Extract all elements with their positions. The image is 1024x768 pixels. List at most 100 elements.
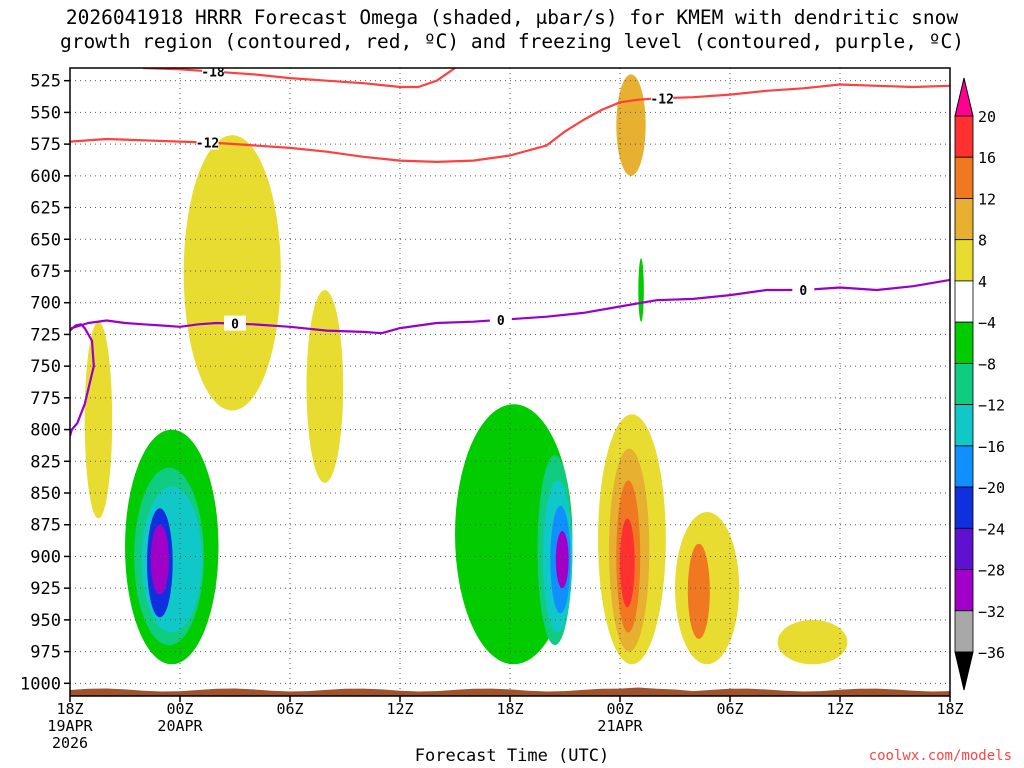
colorbar-swatch-2 bbox=[954, 156, 974, 199]
y-tick-label-15: 900 bbox=[30, 547, 61, 567]
y-tick-label-11: 800 bbox=[30, 421, 61, 441]
colorbar-swatch-6 bbox=[954, 321, 974, 364]
colorbar-label-5: −4 bbox=[978, 314, 996, 332]
colorbar: 20 16 12 8 4 −4 −8 −12 −16 −20 −24 −28 −32 −36 bbox=[954, 77, 1005, 691]
freezing-label-a-bg bbox=[224, 315, 246, 331]
colorbar-label-6: −8 bbox=[978, 355, 996, 373]
freezing-label-c: 0 bbox=[799, 284, 807, 299]
colorbar-swatch-3 bbox=[954, 198, 974, 241]
y-tick-label-10: 775 bbox=[30, 389, 61, 409]
y-tick-label-9: 750 bbox=[30, 357, 61, 377]
omega-region-21 bbox=[638, 258, 644, 322]
freezing-level-contour bbox=[70, 278, 950, 437]
colorbar-label-3: 8 bbox=[978, 232, 987, 250]
y-tick-label-1: 550 bbox=[30, 103, 61, 123]
freezing-label-c-bg bbox=[792, 282, 815, 298]
y-tick-label-4: 625 bbox=[30, 199, 61, 219]
y-tick-label-0: 525 bbox=[30, 72, 61, 92]
x-tick-label-1-1: 20APR bbox=[157, 717, 203, 735]
x-tick-label-1-0: 00Z bbox=[166, 700, 193, 718]
colorbar-swatch-9 bbox=[954, 445, 974, 488]
omega-region-1 bbox=[84, 321, 113, 519]
colorbar-label-0: 20 bbox=[978, 108, 996, 126]
omega-region-6 bbox=[620, 518, 635, 608]
omega-fills bbox=[84, 74, 848, 665]
colorbar-swatch-5 bbox=[954, 280, 974, 323]
y-tick-label-16: 925 bbox=[30, 579, 61, 599]
x-tick-label-7-0: 12Z bbox=[826, 700, 853, 718]
colorbar-swatch-11 bbox=[954, 527, 974, 570]
colorbar-swatch-8 bbox=[954, 404, 974, 447]
contour-lines: -12 -12 -18 0 0 0 bbox=[70, 66, 950, 437]
y-axis-ticks: 525 550 575 600 625 650 675 700 725 750 775 800 825 8… bbox=[20, 72, 70, 694]
colorbar-bottom-arrow bbox=[954, 651, 974, 691]
x-tick-label-3-0: 12Z bbox=[386, 700, 413, 718]
dgz-label-0a-bg bbox=[196, 134, 219, 150]
colorbar-swatch-7 bbox=[954, 362, 974, 406]
y-tick-label-7: 700 bbox=[30, 294, 61, 314]
y-tick-label-6: 675 bbox=[30, 262, 61, 282]
dgz-label-1-bg bbox=[202, 68, 224, 79]
omega-region-2 bbox=[306, 290, 344, 483]
terrain-band bbox=[70, 687, 950, 696]
colorbar-label-2: 12 bbox=[978, 190, 996, 208]
colorbar-swatch-4 bbox=[954, 239, 974, 282]
x-tick-label-5-0: 00Z bbox=[606, 700, 633, 718]
freezing-label-b: 0 bbox=[497, 314, 505, 329]
y-tick-label-2: 575 bbox=[30, 135, 61, 155]
chart-title: 2026041918 HRRR Forecast Omega (shaded, … bbox=[0, 6, 1024, 54]
dgz-label-0b: -12 bbox=[650, 92, 673, 107]
y-tick-label-12: 825 bbox=[30, 452, 61, 472]
chart-title-line-1: 2026041918 HRRR Forecast Omega (shaded, … bbox=[65, 6, 959, 29]
colorbar-label-7: −12 bbox=[978, 397, 1005, 415]
grid-lines bbox=[70, 68, 950, 696]
colorbar-swatch-13 bbox=[954, 610, 974, 653]
x-tick-label-8-0: 18Z bbox=[936, 700, 963, 718]
colorbar-label-9: −20 bbox=[978, 479, 1005, 497]
omega-region-9 bbox=[777, 619, 848, 665]
x-tick-label-6-0: 06Z bbox=[716, 700, 743, 718]
x-tick-label-4-0: 18Z bbox=[496, 700, 523, 718]
x-tick-label-0-0: 18Z bbox=[56, 700, 83, 718]
y-tick-label-13: 850 bbox=[30, 484, 61, 504]
dgz-label-0b-bg bbox=[651, 90, 674, 106]
colorbar-label-1: 16 bbox=[978, 149, 996, 167]
colorbar-label-11: −28 bbox=[978, 562, 1005, 580]
freezing-label-b-bg bbox=[489, 311, 512, 327]
y-tick-label-18: 975 bbox=[30, 643, 61, 663]
colorbar-label-4: 4 bbox=[978, 273, 987, 291]
x-tick-label-0-1: 19APR bbox=[47, 717, 93, 735]
y-tick-label-3: 600 bbox=[30, 167, 61, 187]
omega-region-20 bbox=[555, 531, 569, 589]
y-tick-label-14: 875 bbox=[30, 516, 61, 536]
colorbar-label-13: −36 bbox=[978, 644, 1005, 662]
x-tick-label-5-1: 21APR bbox=[597, 717, 643, 735]
freezing-label-a: 0 bbox=[231, 318, 239, 333]
colorbar-label-8: −16 bbox=[978, 438, 1005, 456]
x-tick-label-0-2: 2026 bbox=[52, 734, 88, 752]
omega-region-0 bbox=[183, 135, 281, 411]
colorbar-swatch-12 bbox=[954, 569, 974, 612]
site-credit: coolwx.com/models bbox=[868, 748, 1012, 764]
x-tick-label-2-0: 06Z bbox=[276, 700, 303, 718]
omega-region-15 bbox=[150, 524, 169, 595]
colorbar-swatch-1 bbox=[954, 115, 974, 158]
dgz-label-1: -18 bbox=[201, 66, 225, 81]
colorbar-label-10: −24 bbox=[978, 520, 1005, 538]
terrain-surface bbox=[70, 687, 950, 696]
y-tick-label-19: 1000 bbox=[20, 674, 61, 694]
dgz-contour-0 bbox=[70, 83, 950, 163]
y-tick-label-8: 725 bbox=[30, 325, 61, 345]
y-tick-label-5: 650 bbox=[30, 230, 61, 250]
chart-title-line-2: growth region (contoured, red, ºC) and f… bbox=[60, 30, 964, 53]
colorbar-label-12: −32 bbox=[978, 603, 1005, 621]
x-axis-label: Forecast Time (UTC) bbox=[414, 746, 610, 766]
dgz-label-0a: -12 bbox=[196, 137, 219, 152]
omega-region-8 bbox=[687, 543, 710, 639]
omega-region-10 bbox=[616, 74, 646, 176]
y-tick-label-17: 950 bbox=[30, 611, 61, 631]
colorbar-swatch-10 bbox=[954, 486, 974, 529]
colorbar-top-arrow bbox=[954, 77, 974, 117]
